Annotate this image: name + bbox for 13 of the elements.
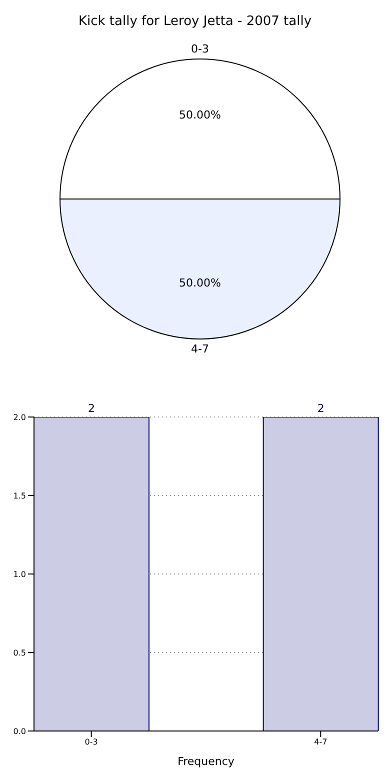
data-label: 2 <box>317 402 324 415</box>
data-label: 2 <box>88 402 95 415</box>
y-tick-label: 1.5 <box>13 491 26 500</box>
data-label: 50.00% <box>179 108 221 122</box>
y-tick-label: 0.0 <box>13 726 26 736</box>
y-tick-label: 2.0 <box>13 412 26 422</box>
y-tick-label: 1.0 <box>13 570 26 579</box>
data-label: 50.00% <box>179 276 221 290</box>
chart-title: Kick tally for Leroy Jetta - 2007 tally <box>77 14 313 29</box>
slice-label: 4-7 <box>191 342 209 356</box>
slice-label: 0-3 <box>191 42 209 56</box>
y-tick-label: 0.5 <box>13 648 26 658</box>
x-axis-title: Frequency <box>178 755 235 768</box>
